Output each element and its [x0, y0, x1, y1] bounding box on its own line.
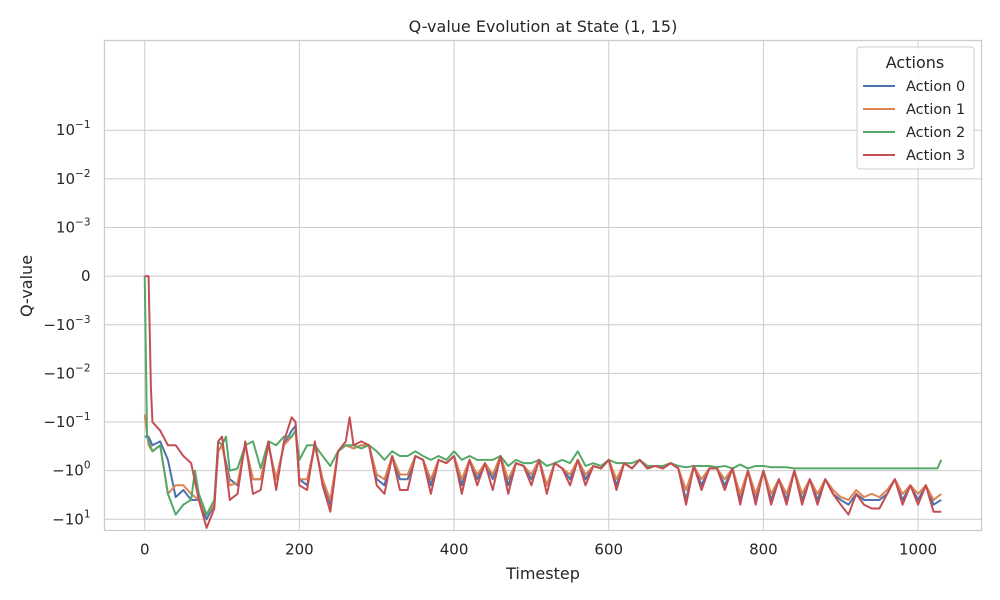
y-tick-label: 10−1: [56, 119, 91, 139]
legend-title: Actions: [886, 53, 944, 72]
legend-label: Action 2: [906, 125, 965, 141]
y-tick-label: 0: [81, 267, 91, 285]
x-tick-label: 600: [594, 541, 623, 559]
y-tick-label: −10−3: [43, 314, 90, 334]
x-tick-label: 800: [749, 541, 778, 559]
x-tick-label: 400: [440, 541, 469, 559]
y-tick-label: −100: [52, 460, 90, 480]
x-tick-label: 1000: [899, 541, 937, 559]
legend-label: Action 3: [906, 148, 965, 164]
plot-area: [105, 41, 982, 531]
legend-label: Action 1: [906, 102, 965, 118]
chart-title: Q-value Evolution at State (1, 15): [409, 17, 678, 36]
y-tick-label: 10−3: [56, 216, 91, 236]
y-tick-label: −101: [52, 508, 90, 528]
y-tick-label: −10−1: [43, 411, 90, 431]
legend-label: Action 0: [906, 79, 965, 95]
x-axis-label: Timestep: [505, 564, 580, 583]
x-tick-label: 0: [140, 541, 150, 559]
y-tick-label: 10−2: [56, 168, 91, 188]
legend: Actions Action 0 Action 1 Action 2 Action 3: [857, 47, 974, 169]
y-tick-label: −10−2: [43, 362, 90, 382]
x-axis-ticks: 0 200 400 600 800 1000: [140, 541, 937, 559]
x-tick-label: 200: [285, 541, 314, 559]
y-axis-ticks: −101 −100 −10−1 −10−2 −10−3 0 10−3 10−2 10−1: [43, 119, 90, 528]
y-axis-label: Q-value: [17, 255, 36, 317]
